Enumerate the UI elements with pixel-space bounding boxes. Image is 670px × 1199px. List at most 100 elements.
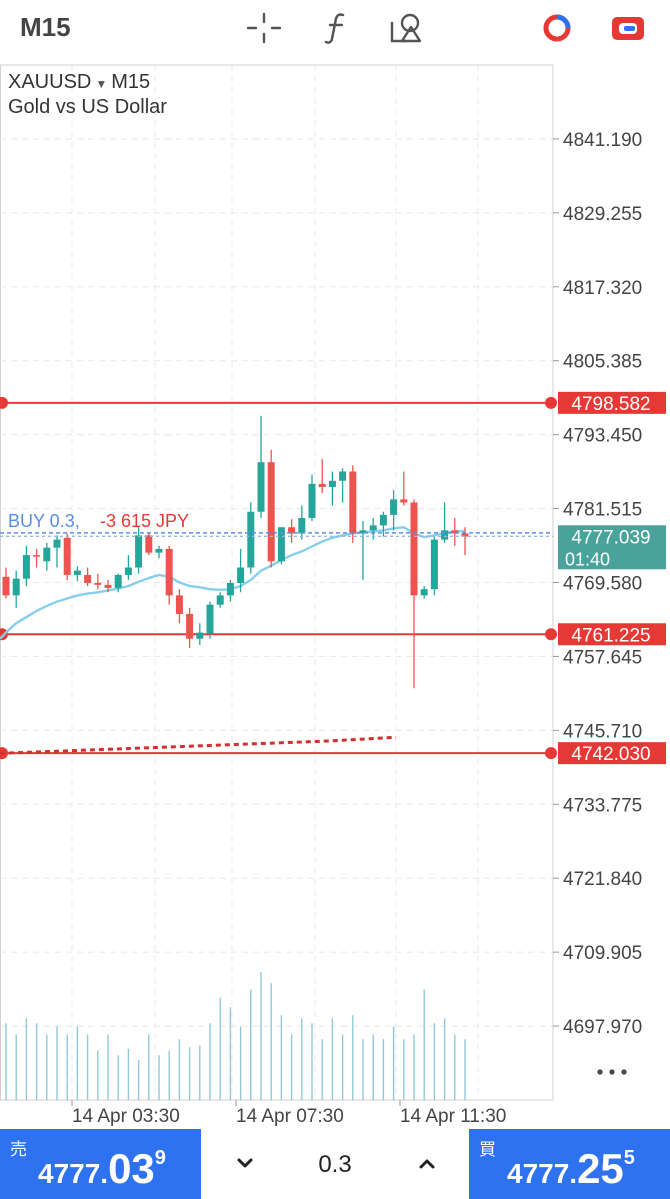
candle-body: [12, 578, 20, 596]
level-price-label: 4798.582: [571, 394, 650, 415]
candle-body: [186, 613, 194, 639]
sell-button[interactable]: 売 4777.039: [0, 1129, 201, 1199]
candle-body: [22, 555, 30, 579]
y-tick-label: 4697.970: [563, 1017, 642, 1038]
y-tick-label: 4781.515: [563, 500, 642, 521]
level-handle-right[interactable]: [545, 628, 557, 641]
moving-average-line: [0, 735, 397, 755]
x-tick-label: 14 Apr 07:30: [236, 1106, 344, 1127]
candle-body: [277, 527, 285, 562]
candle-body: [196, 632, 204, 639]
level-price-badge: [558, 742, 666, 765]
candle-body: [257, 462, 265, 512]
crosshair-icon[interactable]: [242, 8, 286, 48]
y-tick-label: 4709.905: [563, 943, 642, 964]
buy-price: 4777.255: [507, 1145, 635, 1192]
level-price-label: 4742.030: [571, 744, 650, 765]
y-tick-label: 4829.255: [563, 204, 642, 225]
y-tick-label: 4721.840: [563, 869, 642, 890]
buy-button[interactable]: 買 4777.255: [469, 1129, 670, 1199]
candle-body: [237, 567, 245, 583]
top-toolbar: M15: [0, 0, 670, 60]
candle-body: [43, 547, 51, 562]
candle-body: [379, 514, 387, 526]
buy-label: 買: [479, 1140, 496, 1159]
candle-body: [226, 582, 234, 596]
more-options-icon[interactable]: [590, 1060, 634, 1084]
y-tick-label: 4805.385: [563, 352, 642, 373]
y-tick-label: 4733.775: [563, 795, 642, 816]
candle-body: [247, 511, 255, 568]
volume-decrease-button[interactable]: [225, 1147, 265, 1181]
candle-body: [430, 539, 438, 590]
candle-body: [206, 604, 214, 634]
candle-body: [216, 595, 224, 605]
candle-body: [328, 480, 336, 487]
candle-body: [318, 483, 326, 487]
price-chart[interactable]: 4798.582 4761.225 4742.030 BUY 0.3, -3 615 J…: [0, 62, 670, 1128]
objects-icon[interactable]: [384, 8, 428, 48]
candle-body: [400, 499, 408, 503]
level-handle-left[interactable]: [0, 396, 8, 409]
level-handle-right[interactable]: [545, 396, 557, 409]
y-tick-label: 4841.190: [563, 130, 642, 151]
sell-label: 売: [10, 1140, 27, 1159]
y-tick-label: 4757.645: [563, 647, 642, 668]
symbol-timeframe: M15: [111, 71, 151, 93]
candle-body: [73, 570, 81, 575]
candle-body: [410, 502, 418, 596]
timeframe-selector[interactable]: M15: [20, 12, 71, 42]
candle-body: [339, 471, 347, 481]
candle-body: [390, 499, 398, 515]
candle-body: [145, 535, 153, 553]
trade-panel: 売 4777.039 0.3 買 4777.255: [0, 1128, 670, 1199]
candle-body: [175, 595, 183, 614]
current-price-badge: [558, 525, 666, 570]
candle-body: [420, 589, 428, 596]
y-tick-label: 4745.710: [563, 721, 642, 742]
level-handle-right[interactable]: [545, 747, 557, 760]
candle-body: [114, 574, 122, 588]
x-tick-label: 14 Apr 03:30: [72, 1106, 180, 1127]
candle-body: [135, 535, 143, 568]
toggle-icon[interactable]: [606, 8, 650, 48]
y-tick-label: 4793.450: [563, 426, 642, 447]
level-price-badge: [558, 623, 666, 646]
candle-body: [2, 576, 10, 596]
volume-increase-button[interactable]: [407, 1147, 447, 1181]
symbol-header[interactable]: XAUUSD ▼ M15: [8, 71, 150, 94]
candle-body: [349, 471, 357, 534]
candle-body: [63, 537, 71, 575]
sell-price: 4777.039: [38, 1145, 166, 1192]
chart-settings-icon[interactable]: [535, 8, 579, 48]
x-tick-label: 14 Apr 11:30: [400, 1106, 506, 1127]
function-icon[interactable]: [316, 8, 360, 48]
volume-input[interactable]: 0.3: [318, 1151, 352, 1178]
volume-control: 0.3: [201, 1129, 469, 1199]
symbol-name: XAUUSD: [8, 71, 92, 93]
candle-body: [451, 530, 459, 534]
position-pl-label[interactable]: -3 615 JPY: [100, 511, 189, 531]
y-tick-label: 4769.580: [563, 574, 642, 595]
candle-body: [298, 517, 306, 534]
countdown-label: 01:40: [565, 549, 610, 569]
level-price-label: 4761.225: [571, 625, 650, 646]
chart-area[interactable]: 4798.582 4761.225 4742.030 BUY 0.3, -3 615 J…: [0, 62, 670, 1128]
candle-body: [155, 548, 163, 553]
candle-body: [53, 539, 61, 548]
symbol-description: Gold vs US Dollar: [8, 96, 167, 118]
candle-body: [441, 530, 449, 540]
candle-body: [84, 574, 92, 583]
candle-body: [461, 533, 469, 537]
level-price-badge: [558, 391, 666, 414]
candle-body: [94, 582, 102, 585]
y-tick-label: 4817.320: [563, 278, 642, 299]
candle-body: [165, 548, 173, 596]
position-side-label[interactable]: BUY 0.3,: [8, 511, 80, 531]
candle-body: [104, 584, 112, 588]
candle-body: [308, 483, 316, 518]
candle-body: [124, 567, 132, 575]
candle-body: [288, 527, 296, 534]
candle-body: [369, 525, 377, 531]
